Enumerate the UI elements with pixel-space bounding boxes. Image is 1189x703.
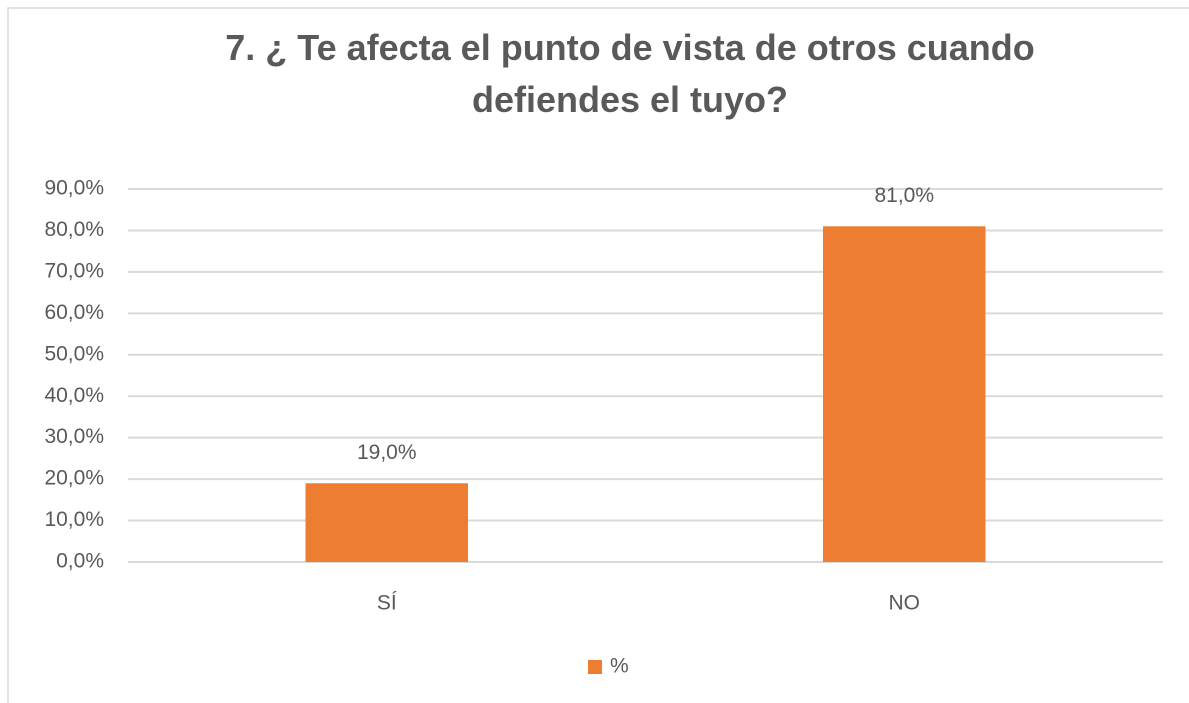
data-label: 19,0% xyxy=(357,441,417,464)
y-tick-label: 70,0% xyxy=(44,259,104,282)
y-tick-label: 50,0% xyxy=(44,342,104,365)
bar xyxy=(305,483,468,562)
y-tick-label: 10,0% xyxy=(44,508,104,531)
chart-frame xyxy=(7,7,1189,703)
legend-swatch xyxy=(588,660,602,674)
y-tick-label: 0,0% xyxy=(56,550,104,573)
bar xyxy=(823,226,986,563)
y-tick-label: 20,0% xyxy=(44,467,104,490)
y-tick-label: 30,0% xyxy=(44,425,104,448)
y-tick-label: 60,0% xyxy=(44,301,104,324)
y-tick-label: 40,0% xyxy=(44,384,104,407)
x-tick-label: NO xyxy=(889,592,921,615)
y-tick-label: 90,0% xyxy=(44,177,104,200)
legend-label: % xyxy=(610,655,629,678)
x-tick-label: SÍ xyxy=(377,592,397,615)
y-tick-label: 80,0% xyxy=(44,218,104,241)
data-label: 81,0% xyxy=(874,184,934,207)
chart-title: 7. ¿ Te afecta el punto de vista de otro… xyxy=(225,27,1035,120)
